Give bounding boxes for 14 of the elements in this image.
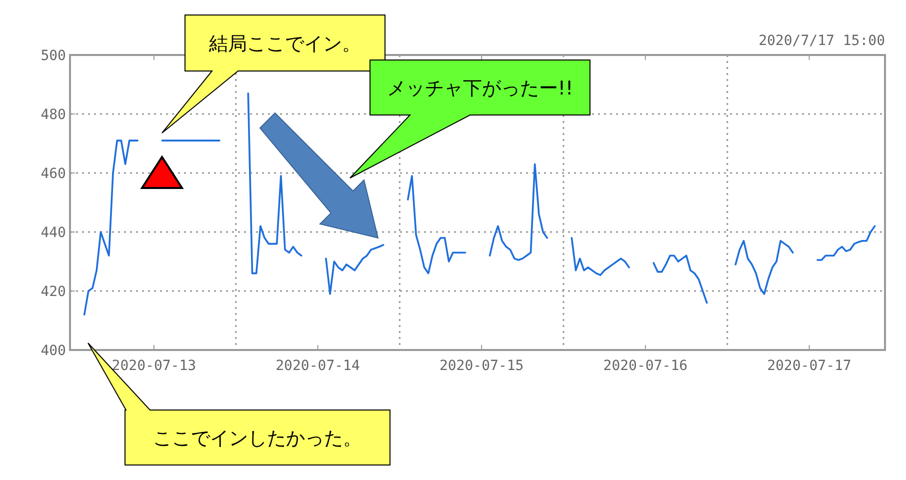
x-tick-label: 2020-07-15 — [439, 358, 524, 374]
y-tick-label: 440 — [40, 225, 66, 241]
y-tick-label: 400 — [40, 343, 66, 359]
y-tick-label: 500 — [40, 48, 66, 64]
x-tick-label: 2020-07-14 — [276, 358, 360, 374]
annotation: メッチャ下がったー!! — [386, 78, 574, 100]
y-tick-label: 420 — [40, 284, 66, 300]
x-tick-label: 2020-07-16 — [603, 358, 688, 374]
annotation: 結局ここでイン。 — [208, 33, 361, 55]
x-tick-label: 2020-07-17 — [767, 358, 852, 374]
y-tick-label: 480 — [40, 107, 66, 123]
y-tick-label: 460 — [40, 166, 66, 182]
text: 2020/7/17 15:00 — [758, 33, 885, 49]
x-tick-label: 2020-07-13 — [112, 358, 196, 374]
